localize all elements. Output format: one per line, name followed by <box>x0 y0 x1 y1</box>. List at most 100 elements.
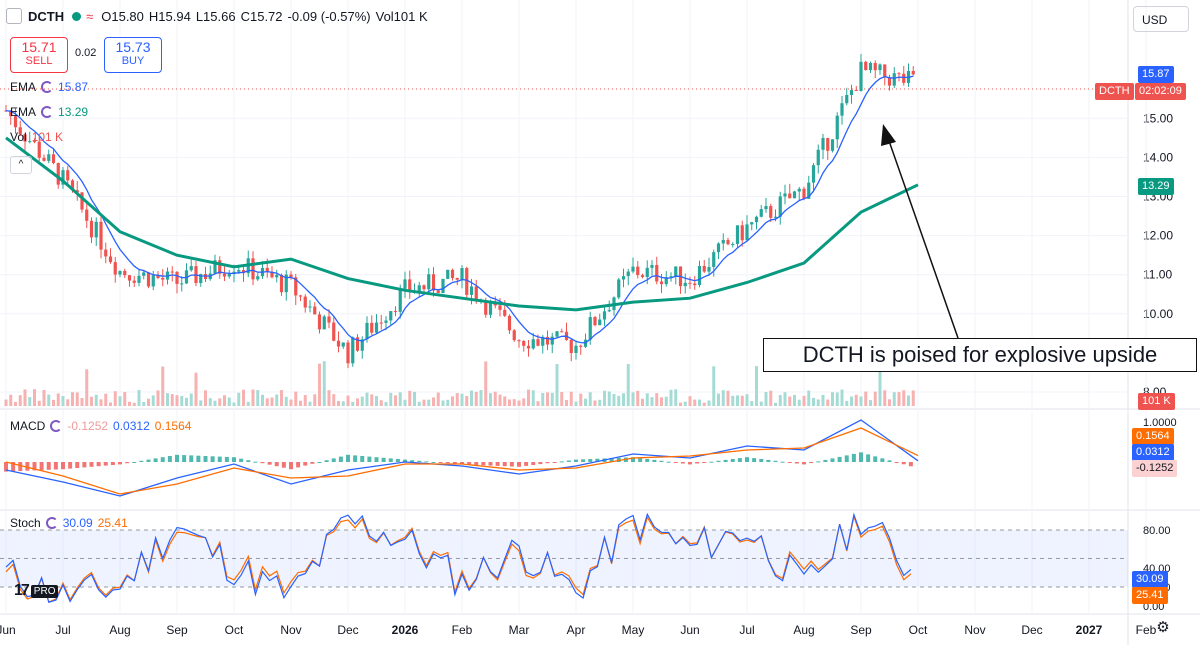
macd-hist-bar <box>381 457 386 462</box>
volume-bar <box>688 396 692 406</box>
macd-hist-bar <box>702 462 707 463</box>
price-tick-label: 10.00 <box>1143 307 1173 321</box>
volume-bar <box>845 400 849 406</box>
candle-body <box>859 61 863 91</box>
macd-hist-bar <box>780 461 785 463</box>
volume-bar <box>394 395 397 406</box>
candle-body <box>864 61 868 71</box>
candle-body <box>384 320 388 323</box>
volume-bar <box>702 402 706 406</box>
volume-bar <box>569 391 573 406</box>
macd-hist-bar <box>32 462 37 471</box>
candle-body <box>588 317 592 340</box>
buy-button[interactable]: 15.73 BUY <box>104 37 162 73</box>
volume-bar <box>318 363 321 406</box>
macd-hist-bar <box>609 458 614 462</box>
macd-hist-bar <box>452 462 457 464</box>
candle-body <box>697 265 702 286</box>
volume-bar <box>622 393 625 406</box>
symbol-label[interactable]: DCTH <box>28 8 65 24</box>
chart-menu-icon[interactable] <box>6 8 22 24</box>
volume-bar <box>593 400 597 406</box>
macd-hist-bar <box>460 462 464 465</box>
stoch-legend[interactable]: Stoch 30.09 25.41 <box>10 516 128 530</box>
ema-fast-legend[interactable]: EMA 15.87 <box>10 80 88 94</box>
volume-bar <box>389 392 393 406</box>
currency-selector[interactable]: USD <box>1133 6 1189 32</box>
macd-hist-bar <box>424 461 429 463</box>
candle-body <box>222 273 227 277</box>
candle-body <box>536 339 540 346</box>
volume-legend[interactable]: Vol 101 K <box>10 130 63 144</box>
volume-bar <box>223 395 226 406</box>
macd-hist-bar <box>360 456 365 462</box>
time-tick-label: Sep <box>166 623 188 637</box>
candle-body <box>669 276 673 278</box>
ema-fast-settings-icon[interactable] <box>41 81 54 93</box>
volume-bar <box>109 402 112 406</box>
ema-slow-legend[interactable]: EMA 13.29 <box>10 105 88 119</box>
volume-bar <box>446 399 450 406</box>
candle-body <box>393 311 398 313</box>
ema-fast-value: 15.87 <box>58 80 89 94</box>
candle-body <box>298 295 303 297</box>
volume-bar <box>218 398 222 406</box>
volume-bar <box>631 392 635 406</box>
macd-hist-bar <box>110 462 115 465</box>
candle-body <box>593 317 597 326</box>
time-tick-label: Apr <box>567 623 586 637</box>
volume-bar <box>85 369 89 406</box>
candle-body <box>180 283 184 285</box>
volume-bar <box>180 395 184 406</box>
macd-hist-bar <box>445 462 450 464</box>
candle-body <box>403 279 407 289</box>
macd-hist-bar <box>431 462 436 463</box>
candle-body <box>379 322 383 324</box>
price-tick-label: 15.00 <box>1143 111 1173 125</box>
volume-bar <box>256 390 260 406</box>
time-tick-label: Nov <box>280 623 301 637</box>
macd-settings-icon[interactable] <box>50 420 63 432</box>
volume-bar <box>427 399 431 406</box>
wave-icon: ≈ <box>86 8 94 24</box>
tradingview-logo[interactable]: 17 PRO <box>14 582 59 600</box>
candle-body <box>750 222 754 225</box>
volume-bar <box>294 391 298 406</box>
volume-bar <box>113 391 117 406</box>
sell-button[interactable]: 15.71 SELL <box>10 37 68 73</box>
volume-bar <box>470 390 473 406</box>
candle-body <box>469 286 474 295</box>
macd-hist-bar <box>210 456 215 462</box>
volume-bar <box>14 401 17 406</box>
legend-header: DCTH ≈ O15.80 H15.94 L15.66 C15.72 -0.09… <box>0 0 428 32</box>
volume-bar <box>194 372 198 406</box>
volume-bar <box>821 394 825 406</box>
candle-body <box>826 138 830 151</box>
macd-hist-bar <box>645 459 650 462</box>
candle-body <box>322 316 326 330</box>
candle-body <box>498 305 502 310</box>
volume-bar <box>669 389 673 406</box>
candle-body <box>294 277 298 296</box>
macd-legend[interactable]: MACD -0.1252 0.0312 0.1564 <box>10 419 191 433</box>
macd-hist-bar <box>189 455 194 462</box>
volume-bar <box>18 395 22 406</box>
volume-bar <box>61 396 65 406</box>
stoch-settings-icon[interactable] <box>45 517 58 529</box>
candle-body <box>37 141 41 158</box>
volume-bar <box>892 392 896 406</box>
candle-body <box>522 341 526 346</box>
candle-body <box>488 301 493 315</box>
candle-body <box>189 266 193 271</box>
collapse-legend-icon[interactable]: ^ <box>10 156 32 174</box>
candle-body <box>716 243 721 253</box>
volume-bar <box>797 399 801 406</box>
macd-hist-bar <box>374 457 379 462</box>
candle-body <box>773 216 778 218</box>
volume-bar <box>626 364 630 406</box>
gear-icon[interactable]: ⚙ <box>1156 619 1170 636</box>
candlestick-series <box>4 54 915 369</box>
ema-slow-settings-icon[interactable] <box>41 106 54 118</box>
candle-body <box>66 170 70 181</box>
